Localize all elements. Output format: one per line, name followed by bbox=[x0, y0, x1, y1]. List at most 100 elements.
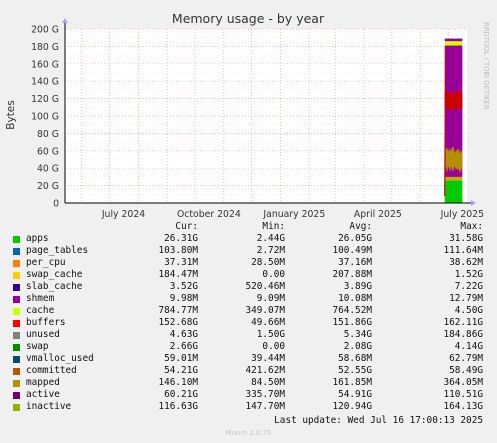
legend-cur: 184.47M bbox=[158, 269, 198, 280]
layer-apps bbox=[444, 180, 463, 203]
legend-max: 364.05M bbox=[443, 377, 483, 388]
legend-min: 39.44M bbox=[251, 353, 285, 364]
legend-min: 335.70M bbox=[245, 389, 285, 400]
legend-max: 164.13G bbox=[443, 401, 483, 412]
x-tick-label: April 2025 bbox=[354, 209, 402, 220]
legend-name: committed bbox=[26, 365, 77, 376]
layer-small bbox=[444, 176, 463, 181]
x-axis-arrow bbox=[471, 200, 476, 206]
y-tick-label: 120 G bbox=[31, 94, 59, 105]
y-axis-arrow bbox=[62, 18, 68, 23]
legend-min: 28.50M bbox=[251, 257, 285, 268]
legend-name: swap bbox=[26, 341, 49, 352]
legend-avg: 2.08G bbox=[343, 341, 372, 352]
legend-min: 84.50M bbox=[251, 377, 285, 388]
y-tick-label: 180 G bbox=[31, 42, 59, 53]
y-tick-label: 100 G bbox=[31, 112, 59, 123]
legend-max: 12.79M bbox=[449, 293, 483, 304]
legend-swatch bbox=[13, 260, 20, 267]
legend-header-max: Max: bbox=[460, 221, 483, 232]
legend-cur: 26.31G bbox=[164, 233, 198, 244]
munin-watermark: Munin 2.0.75 bbox=[225, 429, 272, 437]
legend-row-shmem: shmem 9.98M 9.09M 10.08M 12.79M bbox=[0, 293, 497, 305]
chart-title: Memory usage - by year bbox=[172, 11, 325, 26]
legend-row-unused: unused 4.63G 1.50G 5.34G 184.86G bbox=[0, 329, 497, 341]
y-tick-label: 80 G bbox=[37, 129, 59, 140]
legend-name: inactive bbox=[26, 401, 72, 412]
legend-min: 9.09M bbox=[256, 293, 285, 304]
legend-row-swap: swap 2.66G 0.00 2.08G 4.14G bbox=[0, 341, 497, 353]
legend-row-cache: cache 784.77M 349.07M 764.52M 4.50G bbox=[0, 305, 497, 317]
legend-swatch bbox=[13, 332, 20, 339]
legend-min: 421.62M bbox=[245, 365, 285, 376]
legend-max: 1.52G bbox=[454, 269, 483, 280]
legend-name: per_cpu bbox=[26, 257, 66, 268]
legend-rows: apps 26.31G 2.44G 26.05G 31.58G page_tables 10… bbox=[0, 233, 497, 413]
legend-swatch bbox=[13, 368, 20, 375]
legend-name: shmem bbox=[26, 293, 55, 304]
legend-max: 162.11G bbox=[443, 317, 483, 328]
legend-row-page-tables: page_tables 103.80M 2.72M 100.49M 111.64M bbox=[0, 245, 497, 257]
legend-swatch bbox=[13, 272, 20, 279]
legend-max: 58.49G bbox=[449, 365, 483, 376]
y-tick-label: 160 G bbox=[31, 59, 59, 70]
legend-header-min: Min: bbox=[262, 221, 285, 232]
legend-max: 111.64M bbox=[443, 245, 483, 256]
legend-cur: 54.21G bbox=[164, 365, 198, 376]
legend-swatch bbox=[13, 344, 20, 351]
legend-swatch bbox=[13, 380, 20, 387]
layer-unused bbox=[444, 38, 463, 42]
legend-cur: 3.52G bbox=[169, 281, 198, 292]
legend-row-vmalloc-used: vmalloc_used 59.01M 39.44M 58.68M 62.79M bbox=[0, 353, 497, 365]
legend-name: page_tables bbox=[26, 245, 89, 256]
legend-swatch bbox=[13, 320, 20, 327]
legend-row-buffers: buffers 152.68G 49.66M 151.86G 162.11G bbox=[0, 317, 497, 329]
rrdtool-side-label: RRDTOOL / TOBI OETIKER bbox=[482, 22, 490, 110]
legend-avg: 151.86G bbox=[332, 317, 372, 328]
legend-max: 110.51G bbox=[443, 389, 483, 400]
legend-min: 49.66M bbox=[251, 317, 285, 328]
legend-name: apps bbox=[26, 233, 49, 244]
legend-avg: 10.08M bbox=[338, 293, 372, 304]
legend-header: Cur: Min: Avg: Max: bbox=[0, 221, 497, 233]
legend-row-per-cpu: per_cpu 37.31M 28.50M 37.16M 38.62M bbox=[0, 257, 497, 269]
legend-cur: 152.68G bbox=[158, 317, 198, 328]
legend-name: mapped bbox=[26, 377, 60, 388]
legend-name: slab_cache bbox=[26, 281, 83, 292]
legend-max: 62.79M bbox=[449, 353, 483, 364]
legend-cur: 60.21G bbox=[164, 389, 198, 400]
legend-cur: 784.77M bbox=[158, 305, 198, 316]
legend-avg: 54.91G bbox=[338, 389, 372, 400]
legend-header-cur: Cur: bbox=[175, 221, 198, 232]
legend-max: 7.22G bbox=[454, 281, 483, 292]
legend-min: 2.72M bbox=[256, 245, 285, 256]
legend-cur: 4.63G bbox=[169, 329, 198, 340]
legend-swatch bbox=[13, 296, 20, 303]
legend-avg: 764.52M bbox=[332, 305, 372, 316]
y-axis-label: Bytes bbox=[5, 100, 17, 129]
memory-chart: 0 20 G 40 G 60 G 80 G 100 G 120 G 140 G 160 G 180… bbox=[5, 11, 490, 220]
legend-name: swap_cache bbox=[26, 269, 83, 280]
legend-avg: 52.55G bbox=[338, 365, 372, 376]
legend-cur: 103.80M bbox=[158, 245, 198, 256]
legend-min: 1.50G bbox=[256, 329, 285, 340]
legend-row-active: active 60.21G 335.70M 54.91G 110.51G bbox=[0, 389, 497, 401]
legend-min: 520.46M bbox=[245, 281, 285, 292]
legend-swatch bbox=[13, 236, 20, 243]
x-tick-label: October 2024 bbox=[177, 209, 241, 220]
legend-min: 2.44G bbox=[256, 233, 285, 244]
legend-min: 349.07M bbox=[245, 305, 285, 316]
legend-avg: 58.68M bbox=[338, 353, 372, 364]
legend-row-slab-cache: slab_cache 3.52G 520.46M 3.89G 7.22G bbox=[0, 281, 497, 293]
legend-max: 4.14G bbox=[454, 341, 483, 352]
legend-max: 38.62M bbox=[449, 257, 483, 268]
legend-max: 31.58G bbox=[449, 233, 483, 244]
legend-swatch bbox=[13, 356, 20, 363]
legend-cur: 59.01M bbox=[164, 353, 198, 364]
legend-cur: 9.98M bbox=[169, 293, 198, 304]
legend-swatch bbox=[13, 308, 20, 315]
legend-swatch bbox=[13, 404, 20, 411]
x-tick-label: January 2025 bbox=[262, 209, 325, 220]
legend-cur: 116.63G bbox=[158, 401, 198, 412]
legend-name: vmalloc_used bbox=[26, 353, 94, 364]
